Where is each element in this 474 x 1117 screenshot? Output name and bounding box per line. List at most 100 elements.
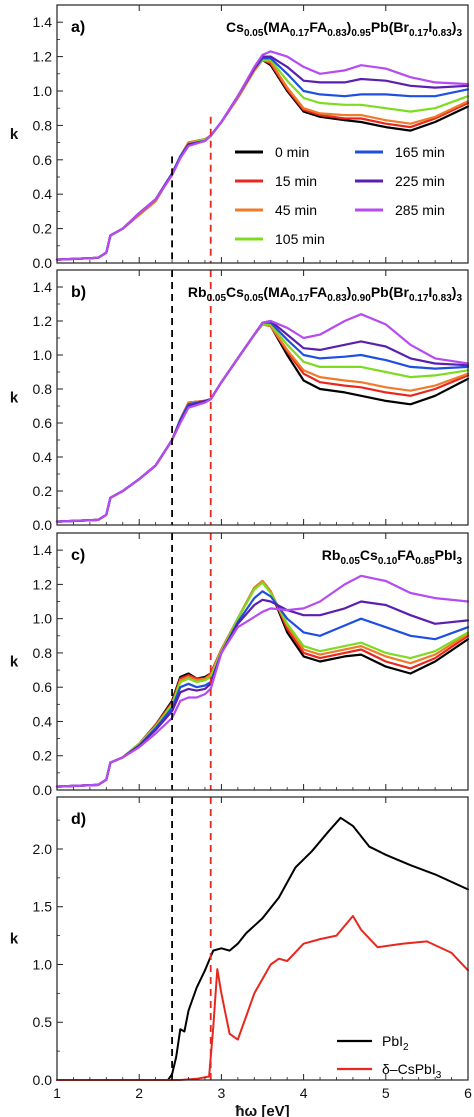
title-subscript: 0.95 — [351, 28, 371, 39]
y-axis-label: k — [10, 126, 19, 143]
y-tick-label: 1.4 — [33, 542, 53, 558]
title-subscript: 0.17 — [409, 293, 429, 304]
y-axis-label: k — [10, 390, 19, 407]
title-text: I — [428, 19, 432, 35]
series-line-225-min — [55, 319, 470, 523]
y-tick-label: 0.0 — [33, 782, 53, 798]
y-axis-label: k — [10, 931, 19, 948]
title-subscript: 3 — [456, 556, 462, 567]
title-text: Rb — [322, 547, 341, 563]
legend-subscript: 2 — [403, 1042, 409, 1053]
title-subscript: 3 — [456, 293, 462, 304]
title-text: ) — [347, 19, 352, 35]
y-axis-label: k — [10, 654, 19, 671]
title-subscript: 0.17 — [290, 293, 310, 304]
plot-frame — [56, 532, 469, 791]
title-text: Cs — [226, 284, 244, 300]
y-tick-label: 0.0 — [33, 255, 53, 271]
panel-title: Rb0.05Cs0.05(MA0.17FA0.83)0.90Pb(Br0.17I… — [188, 284, 463, 304]
y-tick-label: 1.2 — [33, 576, 53, 592]
title-text: Pb(Br — [371, 284, 410, 300]
title-subscript: 0.10 — [378, 556, 398, 567]
legend-label: 105 min — [275, 231, 325, 247]
panel-label: a) — [71, 19, 85, 36]
y-tick-label: 0.2 — [33, 221, 53, 237]
plot-frame — [56, 269, 469, 526]
title-subscript: 0.17 — [290, 28, 310, 39]
title-subscript: 0.05 — [244, 293, 264, 304]
title-subscript: 0.83 — [432, 28, 452, 39]
y-tick-label: 2.0 — [33, 841, 53, 857]
title-subscript: 0.85 — [415, 556, 435, 567]
y-tick-label: 1.2 — [33, 49, 53, 65]
y-tick-label: 0.8 — [33, 645, 53, 661]
panel-title: Cs0.05(MA0.17FA0.83)0.95Pb(Br0.17I0.83)3 — [226, 19, 462, 39]
x-axis-label: ħω [eV] — [235, 1103, 289, 1117]
x-tick-label: 6 — [464, 1085, 472, 1101]
title-text: Pb(Br — [371, 19, 410, 35]
y-tick-label: 0.2 — [33, 748, 53, 764]
legend-label: 45 min — [275, 202, 317, 218]
title-text: FA — [309, 284, 327, 300]
title-text: ) — [452, 284, 457, 300]
panel-1: 0.00.20.40.60.81.01.21.4ka) Cs0.05(MA0.17… — [10, 4, 470, 271]
y-tick-label: 1.2 — [33, 313, 53, 329]
legend-subscript: 3 — [436, 1070, 442, 1081]
series-line--cspbi3 — [56, 915, 469, 1081]
legend-label: 0 min — [275, 144, 309, 160]
y-tick-label: 0.5 — [33, 1014, 53, 1030]
x-tick-label: 3 — [218, 1085, 226, 1101]
legend-label: 15 min — [275, 173, 317, 189]
title-subscript: 0.05 — [207, 293, 227, 304]
y-tick-label: 0.4 — [33, 713, 53, 729]
series-line-165-min — [55, 321, 470, 523]
y-tick-label: 1.5 — [33, 899, 53, 915]
plot-frame — [56, 4, 469, 264]
title-subscript: 0.05 — [340, 556, 360, 567]
y-tick-label: 0.0 — [33, 517, 53, 533]
y-tick-label: 1.4 — [33, 279, 53, 295]
y-tick-label: 0.0 — [33, 1072, 53, 1088]
plot-frame — [56, 796, 469, 1081]
legend-d: PbI2 δ–CsPbI3 — [337, 1033, 442, 1081]
panel-title: Rb0.05Cs0.10FA0.85PbI3 — [322, 547, 463, 567]
title-subscript: 0.05 — [244, 28, 264, 39]
y-tick-label: 0.6 — [33, 415, 53, 431]
x-tick-label: 4 — [300, 1085, 308, 1101]
y-tick-label: 0.8 — [33, 117, 53, 133]
x-tick-label: 1 — [53, 1085, 61, 1101]
legend-label: 165 min — [395, 144, 445, 160]
panel-2: 0.00.20.40.60.81.01.21.4kb) Rb0.05Cs0.05(… — [10, 269, 470, 533]
title-text: (MA — [263, 284, 289, 300]
y-tick-label: 1.0 — [33, 956, 53, 972]
series-line-285-min — [55, 50, 470, 261]
series-line-45-min — [55, 323, 470, 523]
series-line-165-min — [55, 590, 470, 788]
title-subscript: 0.90 — [351, 293, 371, 304]
y-tick-label: 0.4 — [33, 186, 53, 202]
title-text: FA — [309, 19, 327, 35]
legend-label: 285 min — [395, 202, 445, 218]
title-subscript: 3 — [456, 28, 462, 39]
legend-label: 225 min — [395, 173, 445, 189]
title-text: Cs — [226, 19, 244, 35]
legend-label: δ–CsPbI3 — [382, 1061, 442, 1081]
title-text: PbI — [435, 547, 457, 563]
series-line-285-min — [55, 313, 470, 523]
y-tick-label: 0.8 — [33, 381, 53, 397]
title-subscript: 0.83 — [327, 28, 347, 39]
title-text: ) — [347, 284, 352, 300]
legend-text: δ–CsPbI — [382, 1061, 436, 1077]
title-subscript: 0.17 — [409, 28, 429, 39]
panel-4: 0.0 0.5 1.0 1.5 2.0 k d) — [10, 796, 469, 1088]
title-text: Cs — [360, 547, 378, 563]
title-text: Rb — [188, 284, 207, 300]
y-tick-label: 0.4 — [33, 449, 53, 465]
y-tick-label: 1.0 — [33, 611, 53, 627]
series-line-pbi2 — [56, 816, 469, 1081]
title-subscript: 0.83 — [432, 293, 452, 304]
title-text: ) — [452, 19, 457, 35]
series-line-15-min — [55, 323, 470, 523]
legend-a: 0 min 15 min 45 min 105 min 165 min 225 min 28… — [235, 144, 445, 247]
